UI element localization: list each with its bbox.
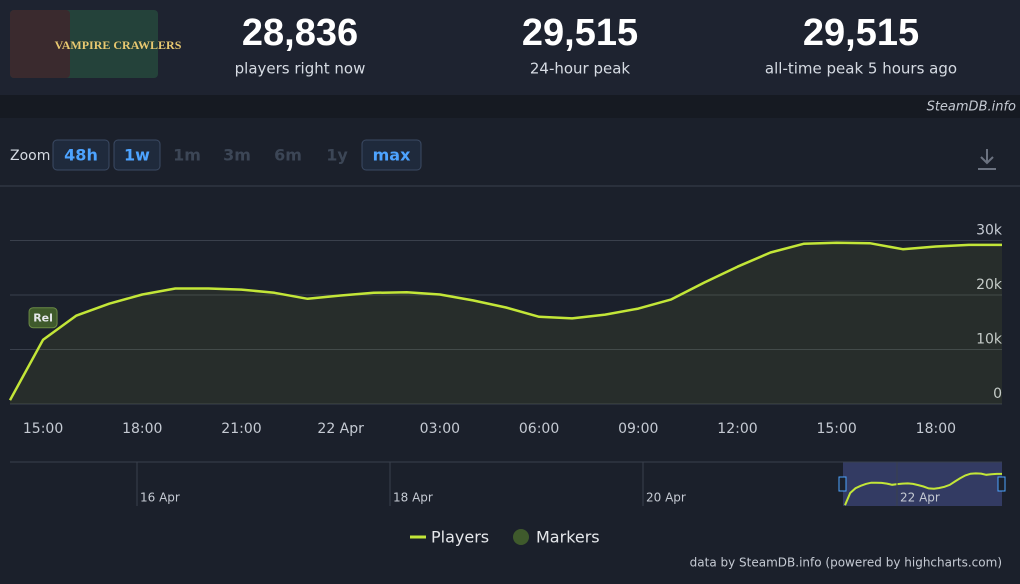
navigator[interactable] xyxy=(10,462,1002,506)
zoom-button[interactable] xyxy=(361,139,422,171)
x-tick-label: 06:00 xyxy=(519,421,559,437)
zoom-button-label[interactable]: max xyxy=(373,146,411,165)
game-logo-art xyxy=(10,10,70,78)
x-tick-label: 21:00 xyxy=(221,421,261,437)
marker[interactable] xyxy=(28,307,58,329)
navigator-handle[interactable] xyxy=(838,476,847,492)
site-strip xyxy=(0,95,1020,118)
legend-marker xyxy=(513,529,529,545)
download-icon[interactable] xyxy=(978,149,996,170)
header xyxy=(0,0,1020,95)
y-tick-label: 30k xyxy=(976,223,1003,239)
legend-label[interactable]: Players xyxy=(431,528,489,547)
y-tick-label: 0 xyxy=(993,386,1002,402)
line xyxy=(8,241,1002,401)
y-tick-label: 10k xyxy=(976,332,1003,348)
game-logo-text: VAMPIRE CRAWLERS xyxy=(55,38,182,52)
site-name[interactable]: SteamDB.info xyxy=(927,100,1016,115)
y-tick-label: 20k xyxy=(976,277,1003,293)
zoom-button-label[interactable]: 48h xyxy=(64,146,98,165)
stat-label: all-time peak 5 hours ago xyxy=(765,60,957,78)
x-tick-label: 03:00 xyxy=(420,421,460,437)
x-tick-label: 12:00 xyxy=(717,421,757,437)
navigator-label: 22 Apr xyxy=(900,491,940,505)
marker-label: Rel xyxy=(33,312,53,325)
navigator-label: 18 Apr xyxy=(393,491,433,505)
zoom-button-label[interactable]: 3m xyxy=(223,146,251,165)
legend-label[interactable]: Markers xyxy=(536,528,600,547)
zoom-button-label[interactable]: 6m xyxy=(274,146,302,165)
stat-value: 28,836 xyxy=(242,12,358,54)
zoom-label: Zoom xyxy=(10,148,50,164)
stat-label: 24-hour peak xyxy=(530,60,631,78)
zoom-button-label[interactable]: 1y xyxy=(326,146,348,165)
navigator-line xyxy=(844,472,1002,506)
navigator-label: 16 Apr xyxy=(140,491,180,505)
x-tick-label: 18:00 xyxy=(916,421,956,437)
navigator-label: 20 Apr xyxy=(646,491,686,505)
x-tick-label: 09:00 xyxy=(618,421,658,437)
stat-value: 29,515 xyxy=(522,12,638,54)
x-tick-label: 22 Apr xyxy=(317,421,364,437)
x-tick-label: 18:00 xyxy=(122,421,162,437)
zoom-button-label[interactable]: 1w xyxy=(124,146,150,165)
navigator-handle[interactable] xyxy=(997,476,1006,492)
zoom-button[interactable] xyxy=(52,139,110,171)
area xyxy=(10,242,1002,404)
stat-label: players right now xyxy=(235,60,366,78)
x-tick-label: 15:00 xyxy=(23,421,63,437)
zoom-button[interactable] xyxy=(113,139,161,171)
zoom-button-label[interactable]: 1m xyxy=(173,146,201,165)
credits[interactable]: data by SteamDB.info (powered by highcha… xyxy=(690,556,1002,570)
stat-value: 29,515 xyxy=(803,12,919,54)
x-tick-label: 15:00 xyxy=(816,421,856,437)
